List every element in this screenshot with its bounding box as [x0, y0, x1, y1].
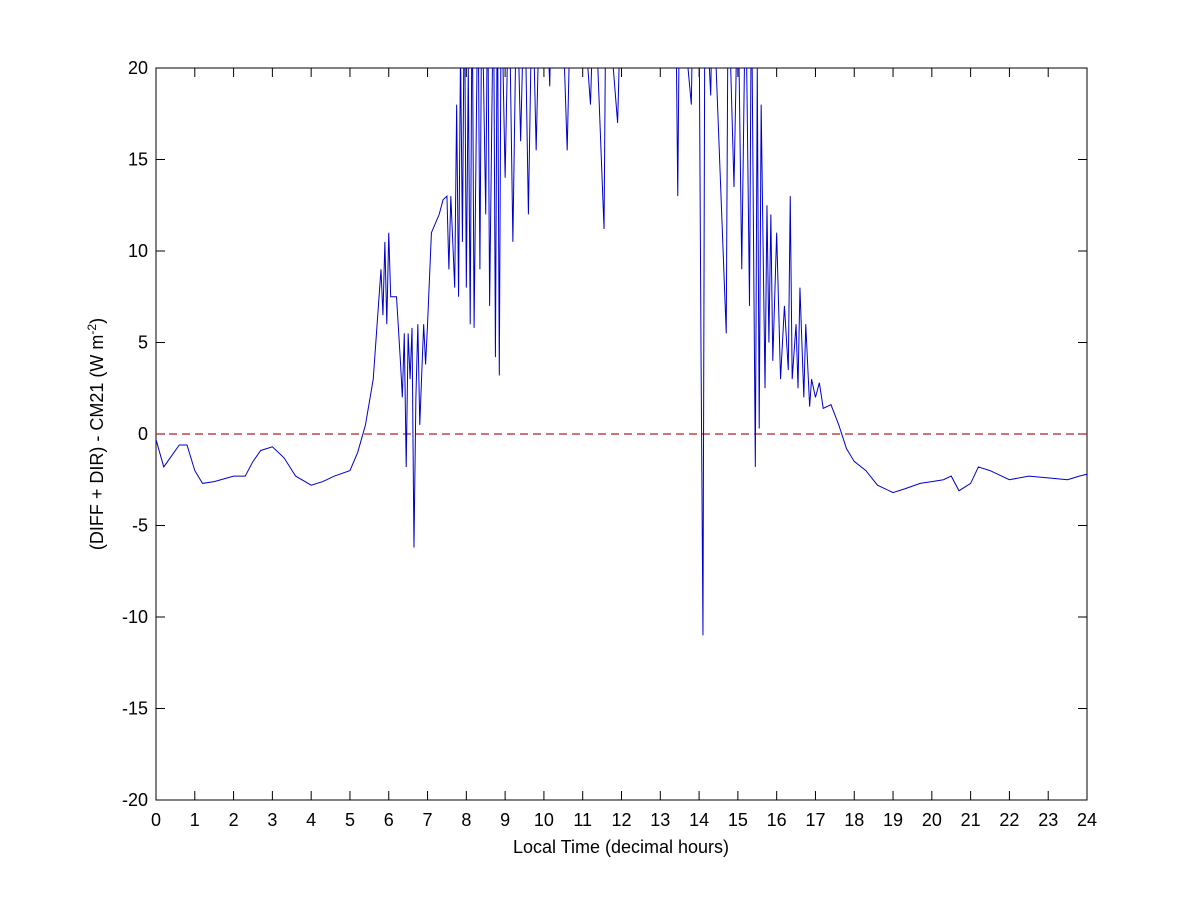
y-tick-label: 15 — [128, 150, 148, 170]
x-tick-label: 3 — [267, 810, 277, 830]
x-tick-label: 17 — [805, 810, 825, 830]
y-axis-label-end: ) — [87, 318, 107, 324]
y-tick-label: -20 — [122, 790, 148, 810]
x-tick-label: 16 — [767, 810, 787, 830]
y-tick-label: -10 — [122, 607, 148, 627]
y-tick-label: -15 — [122, 699, 148, 719]
y-axis-label-text: (DIFF + DIR) - CM21 (W m — [87, 335, 107, 550]
x-tick-label: 12 — [611, 810, 631, 830]
plot-area — [155, 67, 1088, 801]
y-tick-label: 0 — [138, 424, 148, 444]
y-axis-label-sup: -2 — [85, 324, 99, 335]
x-tick-label: 22 — [999, 810, 1019, 830]
y-tick-label: 5 — [138, 333, 148, 353]
x-tick-label: 8 — [461, 810, 471, 830]
y-tick-label: 20 — [128, 58, 148, 78]
x-tick-label: 5 — [345, 810, 355, 830]
x-tick-label: 21 — [961, 810, 981, 830]
y-tick-label: -5 — [132, 516, 148, 536]
x-tick-label: 1 — [190, 810, 200, 830]
x-tick-label: 23 — [1038, 810, 1058, 830]
x-tick-label: 0 — [151, 810, 161, 830]
x-tick-label: 7 — [423, 810, 433, 830]
x-tick-label: 9 — [500, 810, 510, 830]
x-tick-label: 15 — [728, 810, 748, 830]
x-tick-label: 24 — [1077, 810, 1097, 830]
plot-clip — [156, 68, 1087, 636]
x-tick-label: 10 — [534, 810, 554, 830]
data-line — [156, 68, 1087, 636]
x-tick-label: 20 — [922, 810, 942, 830]
x-tick-label: 2 — [229, 810, 239, 830]
x-tick-label: 14 — [689, 810, 709, 830]
x-tick-label: 6 — [384, 810, 394, 830]
x-axis-label: Local Time (decimal hours) — [513, 837, 729, 857]
x-tick-label: 4 — [306, 810, 316, 830]
x-tick-label: 11 — [573, 810, 592, 830]
x-tick-label: 18 — [844, 810, 864, 830]
y-axis-label: (DIFF + DIR) - CM21 (W m-2) — [85, 318, 107, 550]
x-tick-label: 13 — [650, 810, 670, 830]
y-tick-label: 10 — [128, 241, 148, 261]
x-tick-label: 19 — [883, 810, 903, 830]
